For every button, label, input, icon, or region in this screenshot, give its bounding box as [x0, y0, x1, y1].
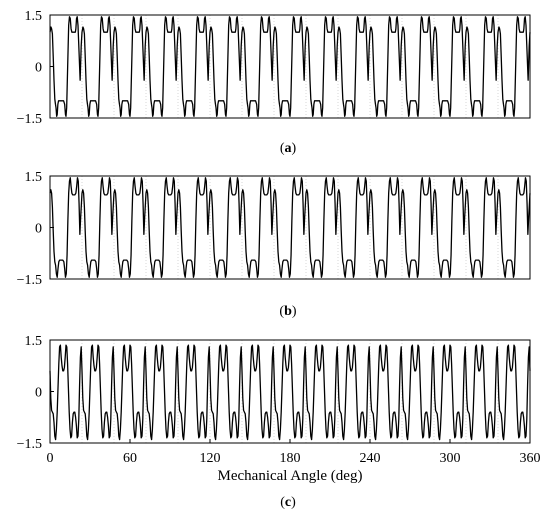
x-tick-label: 0 — [47, 451, 54, 466]
y-tick-label: 0 — [35, 222, 42, 237]
y-tick-label: 0 — [35, 61, 42, 76]
x-tick-label: 360 — [520, 451, 541, 466]
series-line-3 — [49, 344, 531, 441]
panel-caption: (a) — [280, 141, 297, 156]
y-tick-label: 1.5 — [25, 170, 43, 185]
x-tick-label: 60 — [123, 451, 137, 466]
x-tick-label: 120 — [200, 451, 221, 466]
x-tick-label: 180 — [280, 451, 301, 466]
x-tick-label: 240 — [360, 451, 381, 466]
series-line-2 — [49, 177, 531, 278]
y-tick-label: −1.5 — [17, 437, 42, 452]
panel-caption: (b) — [279, 304, 296, 319]
x-tick-label: 300 — [440, 451, 461, 466]
y-tick-label: 1.5 — [25, 334, 43, 349]
y-tick-label: −1.5 — [17, 273, 42, 288]
x-axis-label: Mechanical Angle (deg) — [218, 468, 363, 484]
y-tick-label: 1.5 — [25, 9, 43, 24]
series-line-1 — [49, 16, 531, 117]
panel-caption: (c) — [280, 495, 296, 510]
y-tick-label: −1.5 — [17, 112, 42, 127]
y-tick-label: 0 — [35, 386, 42, 401]
